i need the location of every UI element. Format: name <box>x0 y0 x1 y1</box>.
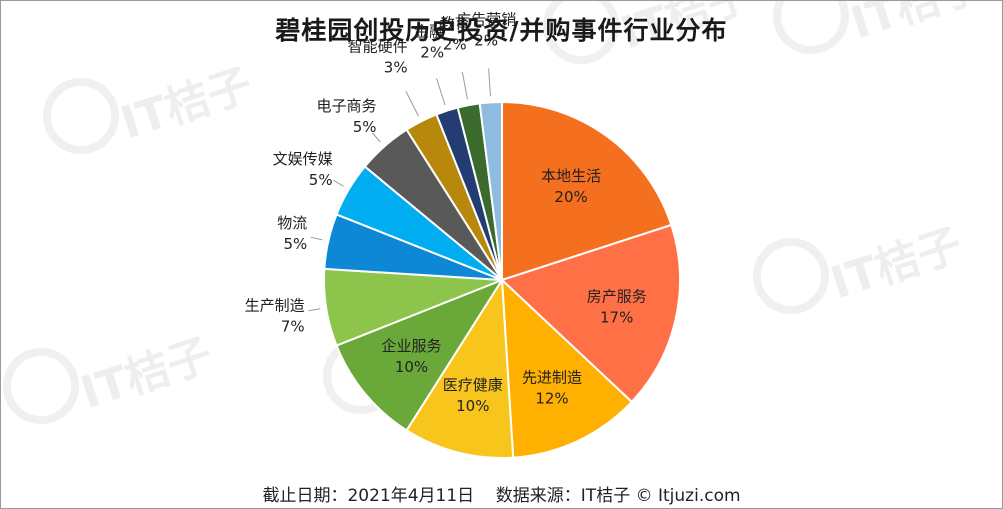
watermark-logo-icon <box>43 78 119 154</box>
watermark-logo-icon <box>3 348 79 424</box>
watermark-logo-icon <box>753 238 829 314</box>
leader-line-11 <box>461 71 468 100</box>
slice-label-7: 文娱传媒 <box>273 150 333 168</box>
leader-line-10 <box>436 78 446 106</box>
pie-slice-0 <box>501 100 673 282</box>
slice-label-4: 企业服务 <box>381 337 441 355</box>
slice-value-label-5: 7% <box>281 317 305 335</box>
slice-label-10: 金融 <box>414 22 444 40</box>
slice-value-label-12: 2% <box>474 32 498 50</box>
slice-label-3: 医疗健康 <box>443 376 503 394</box>
pie-slice-4 <box>335 277 505 432</box>
cutoff-date: 截止日期：2021年4月11日 <box>262 486 475 506</box>
pie-slices <box>323 100 681 459</box>
slice-value-label-2: 12% <box>535 389 568 407</box>
slice-value-label-11: 2% <box>443 36 467 54</box>
watermark-text: IT桔子 <box>825 219 969 309</box>
slice-labels: 本地生活 20% 房产服务 17% 先进制造 12% 医疗健康 10% 企业服务 10% 生产制造 7… <box>245 11 647 415</box>
watermark-text: IT桔子 <box>115 59 259 149</box>
pie-slice-3 <box>405 276 515 459</box>
slice-label-12: 广告营销 <box>456 11 516 29</box>
slice-value-label-10: 2% <box>420 43 444 61</box>
chart-footer: 截止日期：2021年4月11日 数据来源：IT桔子 © Itjuzi.com <box>1 481 1002 506</box>
leader-line-7 <box>333 179 344 187</box>
slice-label-9: 智能硬件 <box>348 38 408 56</box>
leader-line-6 <box>310 236 323 241</box>
slice-value-label-4: 10% <box>395 358 428 376</box>
pie-slice-2 <box>500 277 634 459</box>
slice-value-label-9: 3% <box>384 59 408 77</box>
leader-line-5 <box>308 308 321 312</box>
slice-value-label-6: 5% <box>284 235 308 253</box>
watermark-logo-icon <box>773 1 849 54</box>
leader-line-9 <box>405 90 419 117</box>
data-source: 数据来源：IT桔子 © Itjuzi.com <box>495 486 741 506</box>
leader-lines <box>308 68 491 312</box>
pie-slice-12 <box>478 100 503 281</box>
leader-line-8 <box>372 132 381 143</box>
slice-value-label-0: 20% <box>554 188 587 206</box>
slice-label-11: 教育 <box>440 15 470 33</box>
leader-line-12 <box>488 68 491 97</box>
slice-label-1: 房产服务 <box>587 288 647 306</box>
slice-value-label-3: 10% <box>456 397 489 415</box>
slice-value-label-7: 5% <box>309 171 333 189</box>
chart-title: 碧桂园创投历史投资/并购事件行业分布 <box>275 16 728 45</box>
slice-value-label-1: 17% <box>600 309 633 327</box>
slice-label-8: 电子商务 <box>316 97 376 115</box>
slice-label-5: 生产制造 <box>245 296 305 314</box>
watermark-text: IT桔子 <box>75 329 219 419</box>
slice-label-2: 先进制造 <box>522 368 582 386</box>
slice-value-label-8: 5% <box>353 118 377 136</box>
slice-label-0: 本地生活 <box>541 167 601 185</box>
watermark-logo-icon <box>543 1 619 64</box>
pie-slice-1 <box>500 223 681 404</box>
slice-label-6: 物流 <box>277 214 307 232</box>
